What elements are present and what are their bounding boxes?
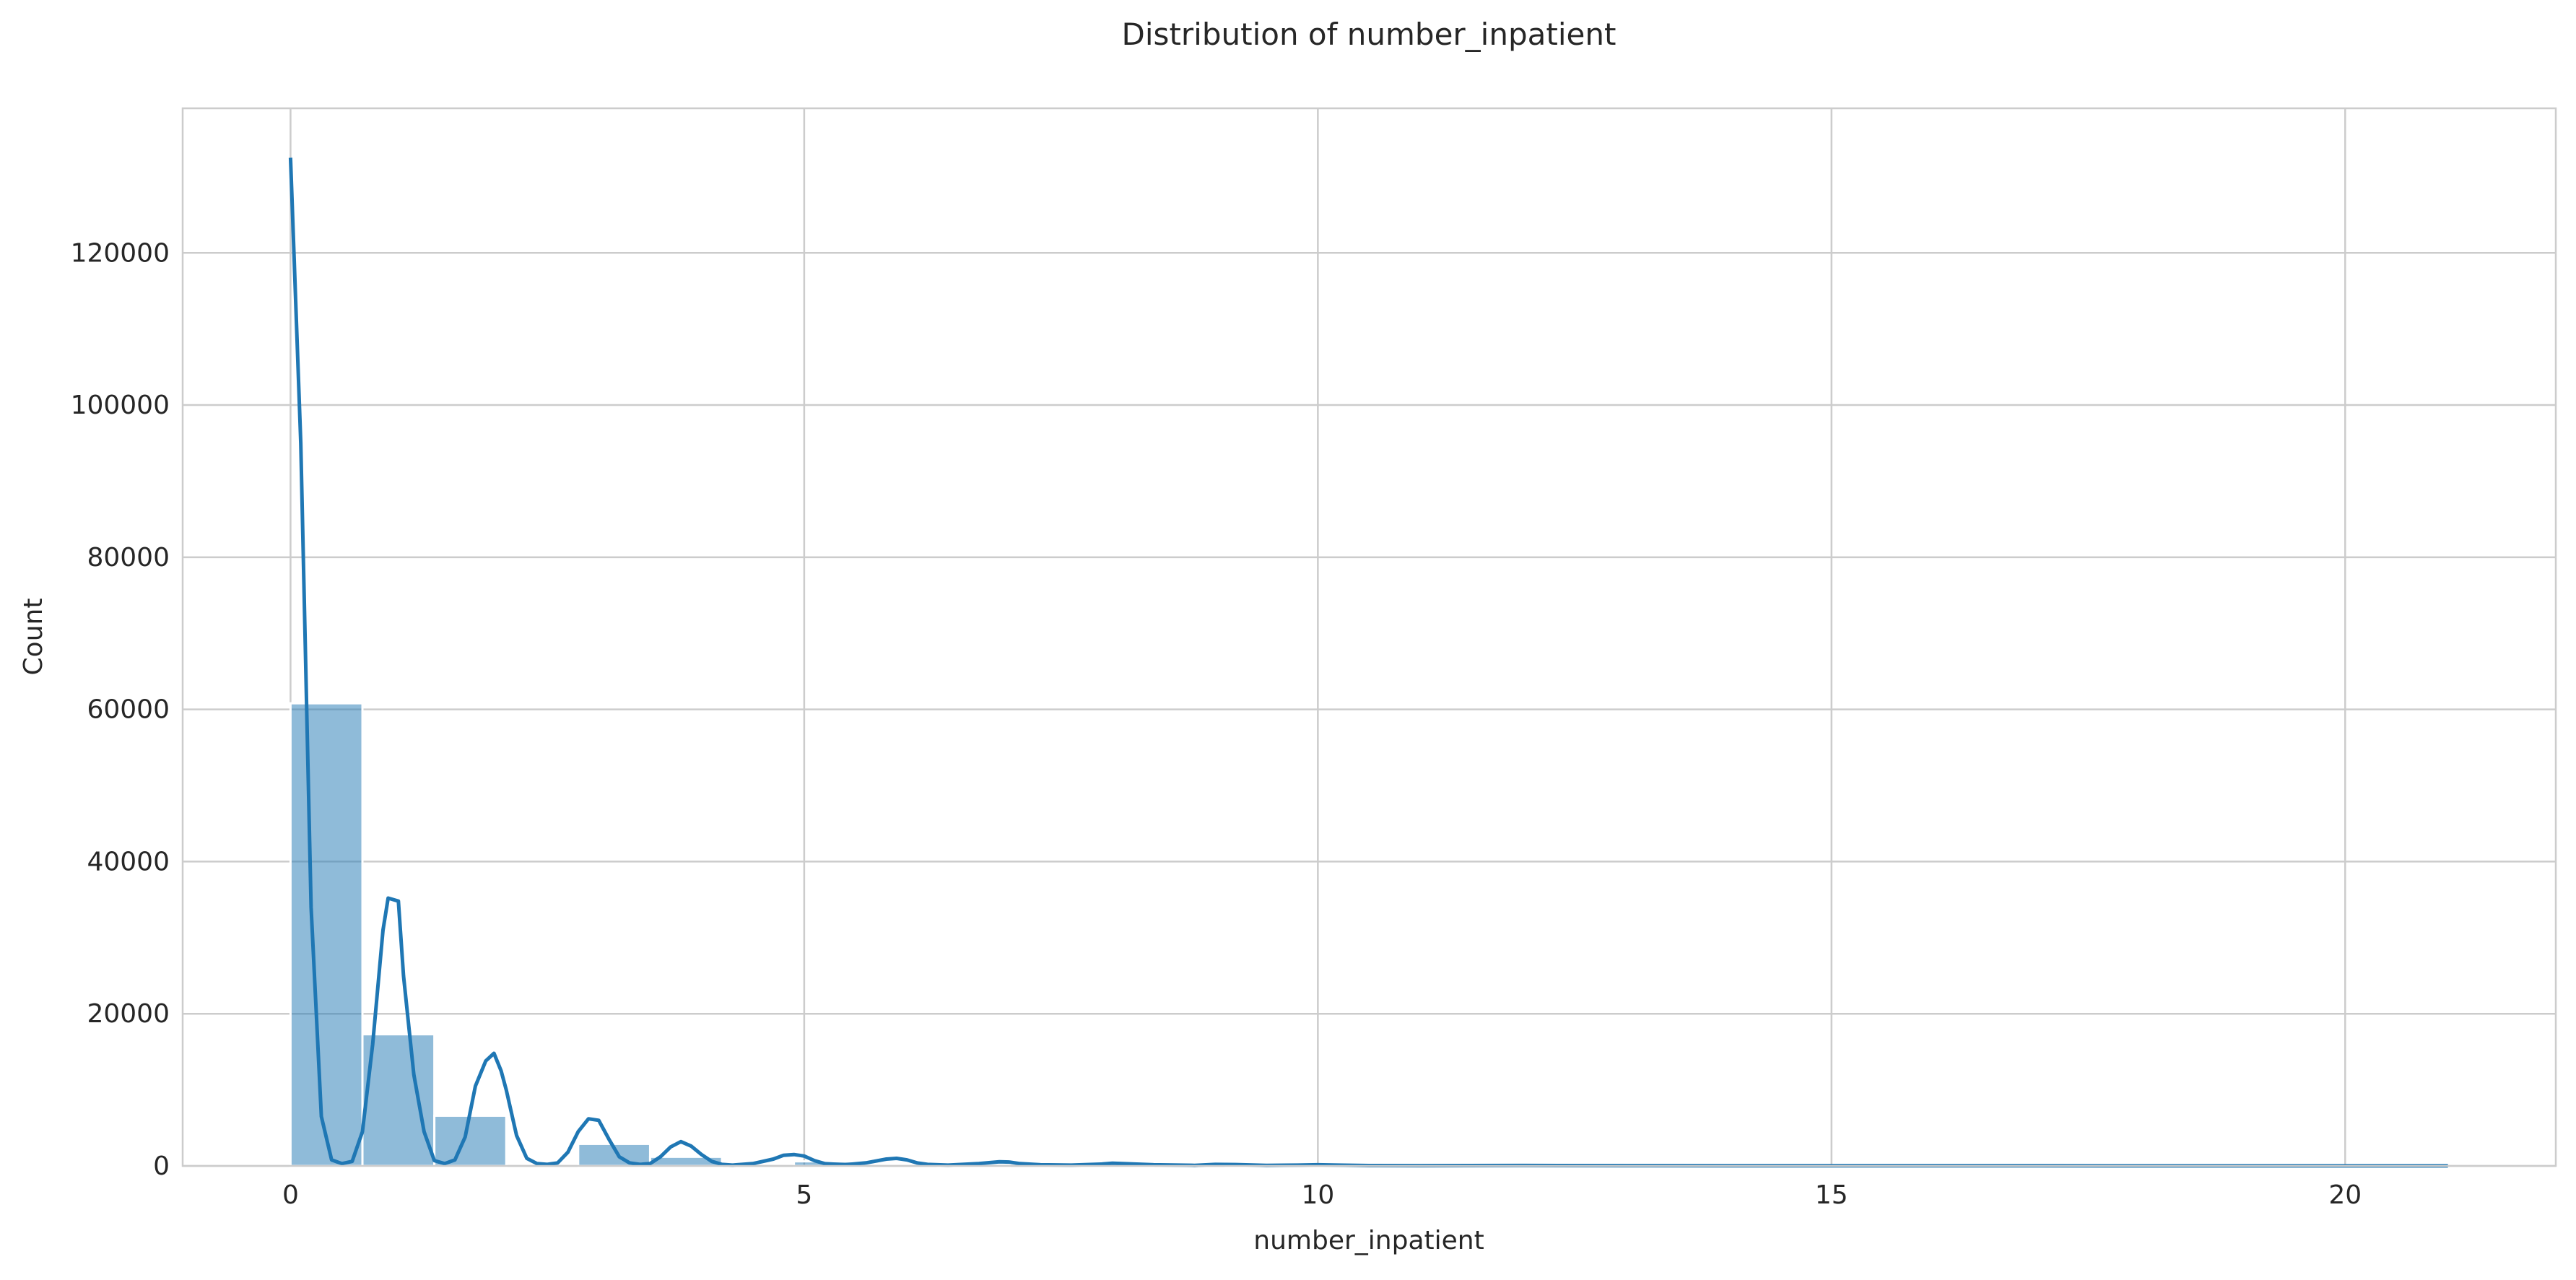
- y-tick-label: 40000: [87, 847, 170, 876]
- x-axis-ticks: 0 5 10 15 20: [282, 1180, 2362, 1210]
- x-tick-label: 20: [2328, 1180, 2362, 1210]
- x-tick-label: 10: [1301, 1180, 1334, 1210]
- x-tick-label: 5: [796, 1180, 812, 1210]
- plot-frame: [183, 108, 2556, 1166]
- y-tick-label: 20000: [87, 999, 170, 1029]
- y-tick-label: 80000: [87, 543, 170, 572]
- x-tick-label: 0: [282, 1180, 299, 1210]
- chart-title: Distribution of number_inpatient: [1122, 17, 1616, 52]
- histogram-bar: [290, 703, 362, 1166]
- y-tick-label: 60000: [87, 695, 170, 725]
- grid-lines: [183, 108, 2556, 1166]
- y-tick-label: 0: [153, 1151, 170, 1181]
- x-tick-label: 15: [1815, 1180, 1848, 1210]
- x-axis-label: number_inpatient: [1253, 1226, 1484, 1255]
- y-axis-label: Count: [19, 598, 48, 676]
- y-axis-ticks: 0 20000 40000 60000 80000 100000 120000: [71, 238, 170, 1181]
- histogram-bar: [435, 1115, 507, 1166]
- y-tick-label: 100000: [71, 391, 170, 420]
- y-tick-label: 120000: [71, 238, 170, 268]
